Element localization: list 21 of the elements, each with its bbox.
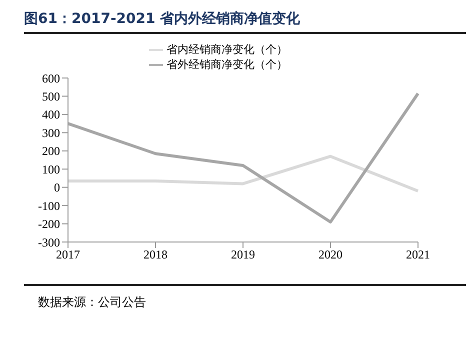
source-note: 数据来源：公司公告 <box>37 294 147 311</box>
x-tick-label: 2018 <box>144 248 168 262</box>
x-tick-label: 2019 <box>231 248 255 262</box>
y-tick-label: 500 <box>42 89 60 104</box>
legend-label: 省外经销商净变化（个） <box>166 58 288 71</box>
line-series <box>66 154 420 192</box>
x-tick-label: 2017 <box>56 248 80 262</box>
x-tick-label: 2021 <box>406 248 430 262</box>
y-tick-label: 600 <box>42 71 60 86</box>
legend-label: 省内经销商净变化（个） <box>166 43 288 56</box>
y-tick-label: -300 <box>38 235 60 250</box>
y-tick-label: -100 <box>38 198 60 213</box>
y-tick-label: 0 <box>54 180 60 195</box>
y-tick-label: 400 <box>42 108 60 122</box>
x-tick-label: 2020 <box>318 248 342 262</box>
y-tick-label: 100 <box>42 162 60 176</box>
chart-title: 图61：2017-2021 省内外经销商净值变化 <box>23 10 302 29</box>
y-tick-label: -200 <box>38 217 60 232</box>
line-series <box>66 92 420 224</box>
y-tick-label: 200 <box>42 144 60 158</box>
y-tick-label: 300 <box>42 126 60 140</box>
